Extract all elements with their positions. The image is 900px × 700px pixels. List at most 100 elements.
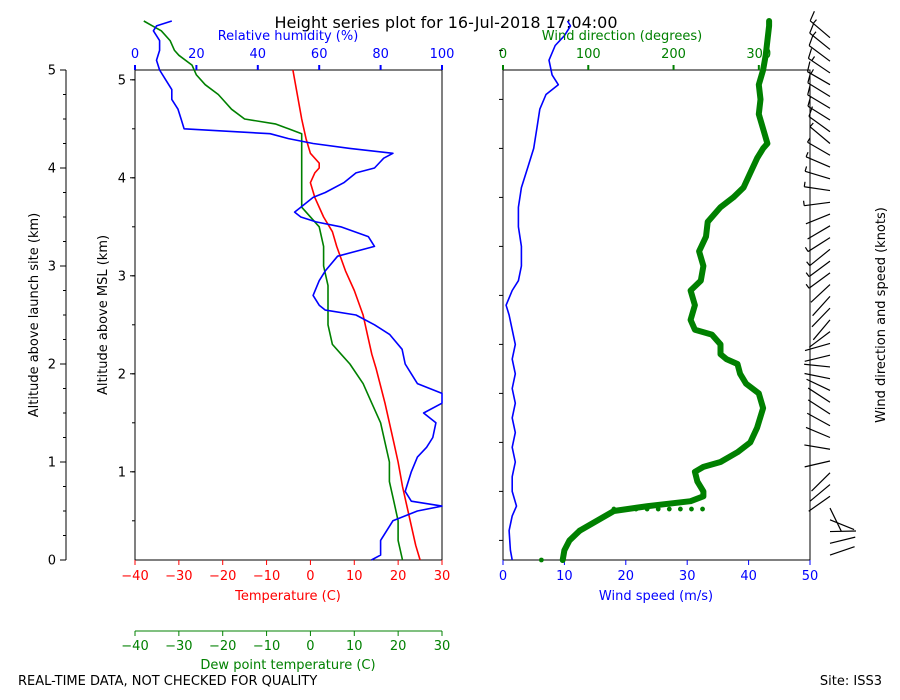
wind-barb-staff	[812, 295, 831, 317]
wind-barb-staff	[809, 32, 831, 50]
wind-barb-half-feather	[812, 31, 817, 37]
wind-barb-staff	[808, 272, 831, 289]
wind-barb-staff	[807, 94, 831, 109]
wind-dir-tick-label: 100	[576, 47, 601, 62]
wind-barb-staff	[804, 354, 831, 362]
wind-barb-staff	[807, 71, 831, 86]
dewpoint-tick-label: 30	[434, 639, 451, 654]
launch-alt-tick-label: 5	[48, 64, 56, 79]
wind-barb-staff	[804, 201, 831, 207]
wind-speed-tick-label: 50	[802, 569, 819, 584]
wind-barb-staff	[808, 331, 831, 348]
wind-barb-half-feather	[802, 200, 805, 206]
wind-barb-staff	[804, 363, 831, 368]
wind-barb-half-feather	[806, 261, 811, 267]
wind-direction-point	[666, 506, 672, 512]
wind-barb-staff	[805, 156, 831, 168]
barbs-ylabel: Wind direction and speed (knots)	[874, 207, 889, 423]
dewpoint-tick-label: 20	[390, 639, 407, 654]
launch-alt-tick-label: 0	[48, 554, 56, 569]
wind-barb-staff	[829, 507, 842, 532]
temperature-tick-label: −40	[121, 569, 148, 584]
series-line-wind-direction	[576, 18, 773, 534]
temperature-tick-label: 30	[434, 569, 451, 584]
wind-barb-feather	[809, 23, 815, 34]
msl-tick-label: 4	[118, 171, 126, 186]
wind-barb-staff	[806, 412, 831, 427]
wind-barb-staff	[807, 141, 831, 156]
wind-barb-staff	[807, 399, 831, 415]
dewpoint-tick-label: −20	[209, 639, 236, 654]
wind-barb-half-feather	[805, 272, 810, 277]
thermo-ticks: 0 1 2 3 4 5 1 2 3 4 5 −40 −30 −20 −10 0 10 20 30 0 20 40 60 80 1…	[48, 47, 455, 654]
wind-barb-half-feather	[809, 122, 814, 128]
wind-barb-half-feather	[811, 56, 816, 61]
wind-barb-staff	[809, 484, 831, 502]
wind-barb-half-feather	[805, 151, 809, 158]
wind-barb-staff	[804, 460, 831, 468]
quality-note: REAL-TIME DATA, NOT CHECKED FOR QUALITY	[18, 674, 318, 689]
wind-direction-point	[622, 506, 628, 512]
series-line-wind-direction-low	[559, 527, 583, 563]
wind-barb-feather	[807, 84, 811, 96]
launch-alt-tick-label: 2	[48, 358, 56, 373]
wind-barb-staff	[808, 495, 831, 512]
wind-barb-half-feather	[812, 19, 817, 24]
wind-barb-staff	[804, 170, 831, 180]
wind-barb-feather	[807, 72, 812, 83]
temperature-tick-label: −30	[165, 569, 192, 584]
dewpoint-tick-label: −40	[121, 639, 148, 654]
wind-barb-staff	[806, 378, 831, 392]
wind-speed-tick-label: 30	[679, 569, 696, 584]
series-line-dew-point	[143, 20, 404, 561]
msl-tick-label: 3	[118, 269, 126, 284]
wind-barb-feather	[808, 35, 814, 46]
wind-barb-staff	[804, 186, 831, 192]
thermo-panel: 0 1 2 3 4 5 1 2 3 4 5 −40 −30 −20 −10 0 10 20 30 0 20 40 60 80 1…	[27, 20, 455, 673]
wind-barb-staff	[812, 319, 831, 341]
wind-barb-staff	[811, 307, 831, 328]
wind-barb-feather	[807, 48, 813, 59]
thermo-panel-frame	[134, 69, 443, 561]
wind-barb-feather	[809, 11, 815, 22]
launch-alt-tick-label: 1	[48, 456, 56, 471]
rh-tick-label: 40	[250, 47, 267, 62]
rh-tick-label: 100	[430, 47, 455, 62]
wind-barb-half-feather	[810, 69, 814, 74]
wind-barb-staff	[808, 57, 831, 74]
wind-barb-staff	[829, 519, 855, 531]
wind-direction-point	[633, 506, 639, 512]
wind-barb-staff	[829, 536, 856, 544]
wind-speed-tick-label: 20	[618, 569, 635, 584]
wind-panel-frame	[502, 69, 811, 561]
wind-barb-staff	[804, 372, 831, 380]
wind-direction-point	[689, 506, 694, 512]
wind-barb-staff	[829, 546, 855, 556]
wind-direction-point	[611, 506, 617, 512]
wind-barb-half-feather	[803, 181, 806, 187]
left-outer-ylabel: Altitude above launch site (km)	[27, 213, 42, 417]
series-line-relative-humidity	[152, 20, 443, 561]
series-line-temperature	[292, 69, 421, 561]
dewpoint-tick-label: 0	[306, 639, 314, 654]
wind-barb-staff	[829, 530, 857, 533]
wind-speed-xlabel: Wind speed (m/s)	[599, 589, 713, 604]
msl-tick-label: 2	[118, 367, 126, 382]
wind-barbs-column	[802, 11, 857, 556]
wind-barb-feather	[806, 61, 811, 72]
wind-barb-half-feather	[804, 166, 808, 172]
rh-xlabel: Relative humidity (%)	[218, 29, 359, 44]
temperature-tick-label: −10	[253, 569, 280, 584]
wind-barb-staff	[808, 260, 831, 278]
msl-tick-label: 5	[118, 73, 126, 88]
wind-barb-staff	[807, 387, 831, 403]
wind-barb-staff	[804, 444, 831, 450]
wind-panel: 0 10 20 30 40 500 100 200 300 Wind speed (m/s) W…	[499, 18, 819, 604]
thermo-series	[143, 20, 443, 561]
wind-barb-feather	[807, 95, 812, 107]
wind-barb-staff	[811, 472, 831, 492]
site-label: Site: ISS3	[819, 674, 882, 689]
rh-tick-label: 20	[188, 47, 205, 62]
wind-direction-point	[700, 506, 705, 512]
